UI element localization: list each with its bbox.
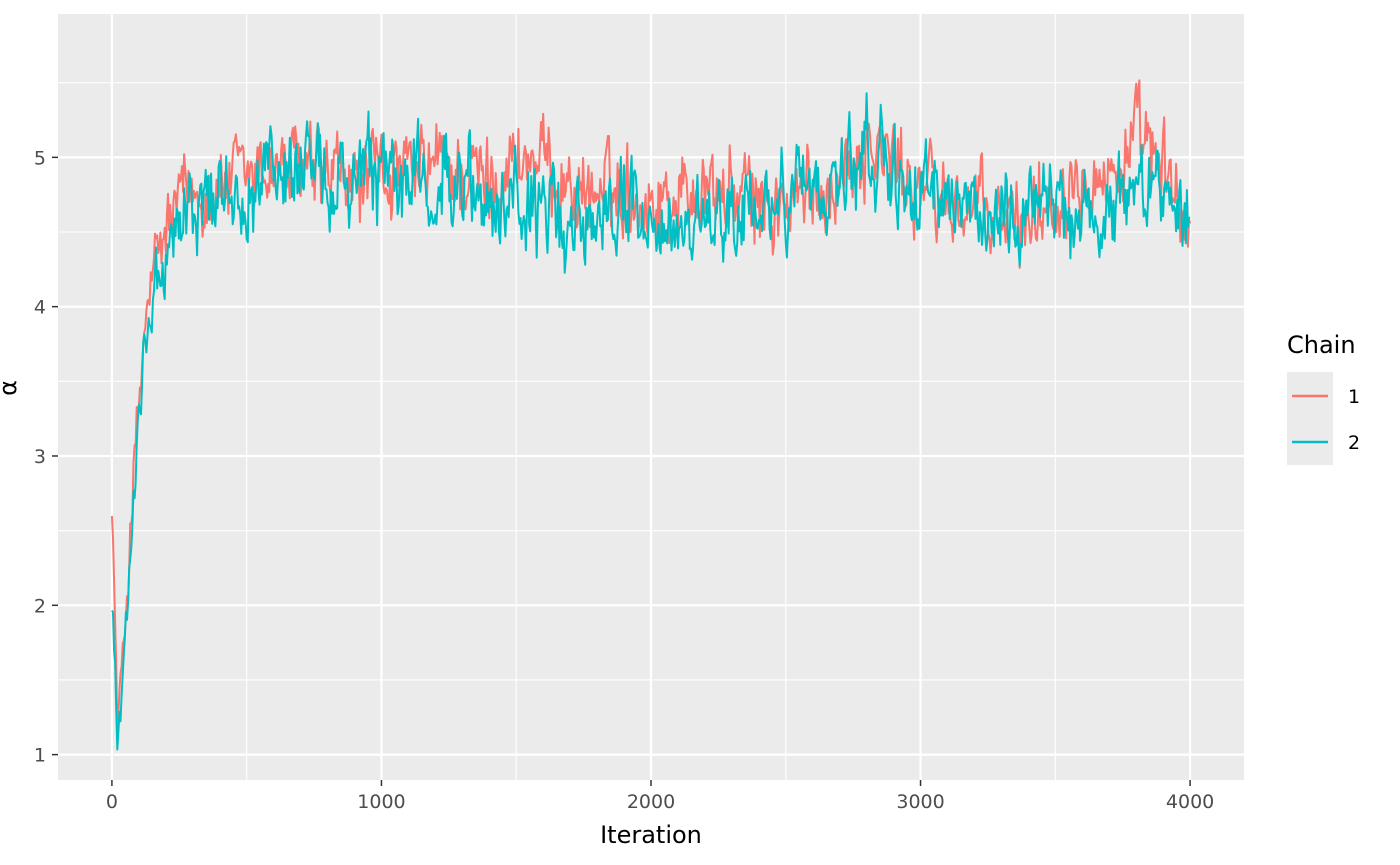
series-lines [110,79,1192,751]
y-tick-label: 5 [34,147,46,169]
x-axis-title: Iteration [600,821,702,849]
y-tick-label: 3 [34,446,46,468]
y-tick-label: 2 [34,595,46,617]
y-axis-title: α [0,380,22,396]
x-tick-label: 3000 [896,791,944,813]
legend: Chain 1 2 [1287,331,1360,465]
legend-label-chain-1: 1 [1348,386,1360,408]
x-tick-label: 4000 [1166,791,1214,813]
series-line-chain-2 [111,92,1191,751]
x-axis-ticks: 0 1000 2000 3000 4000 [106,780,1214,813]
y-tick-label: 1 [34,745,46,767]
y-axis-ticks: 1 2 3 4 5 [34,147,58,767]
x-tick-label: 1000 [357,791,405,813]
legend-title: Chain [1287,331,1356,359]
major-gridlines [58,14,1244,780]
y-tick-label: 4 [34,297,46,319]
x-tick-label: 2000 [627,791,675,813]
legend-key-background [1287,372,1333,465]
legend-label-chain-2: 2 [1348,432,1360,454]
x-tick-label: 0 [106,791,118,813]
